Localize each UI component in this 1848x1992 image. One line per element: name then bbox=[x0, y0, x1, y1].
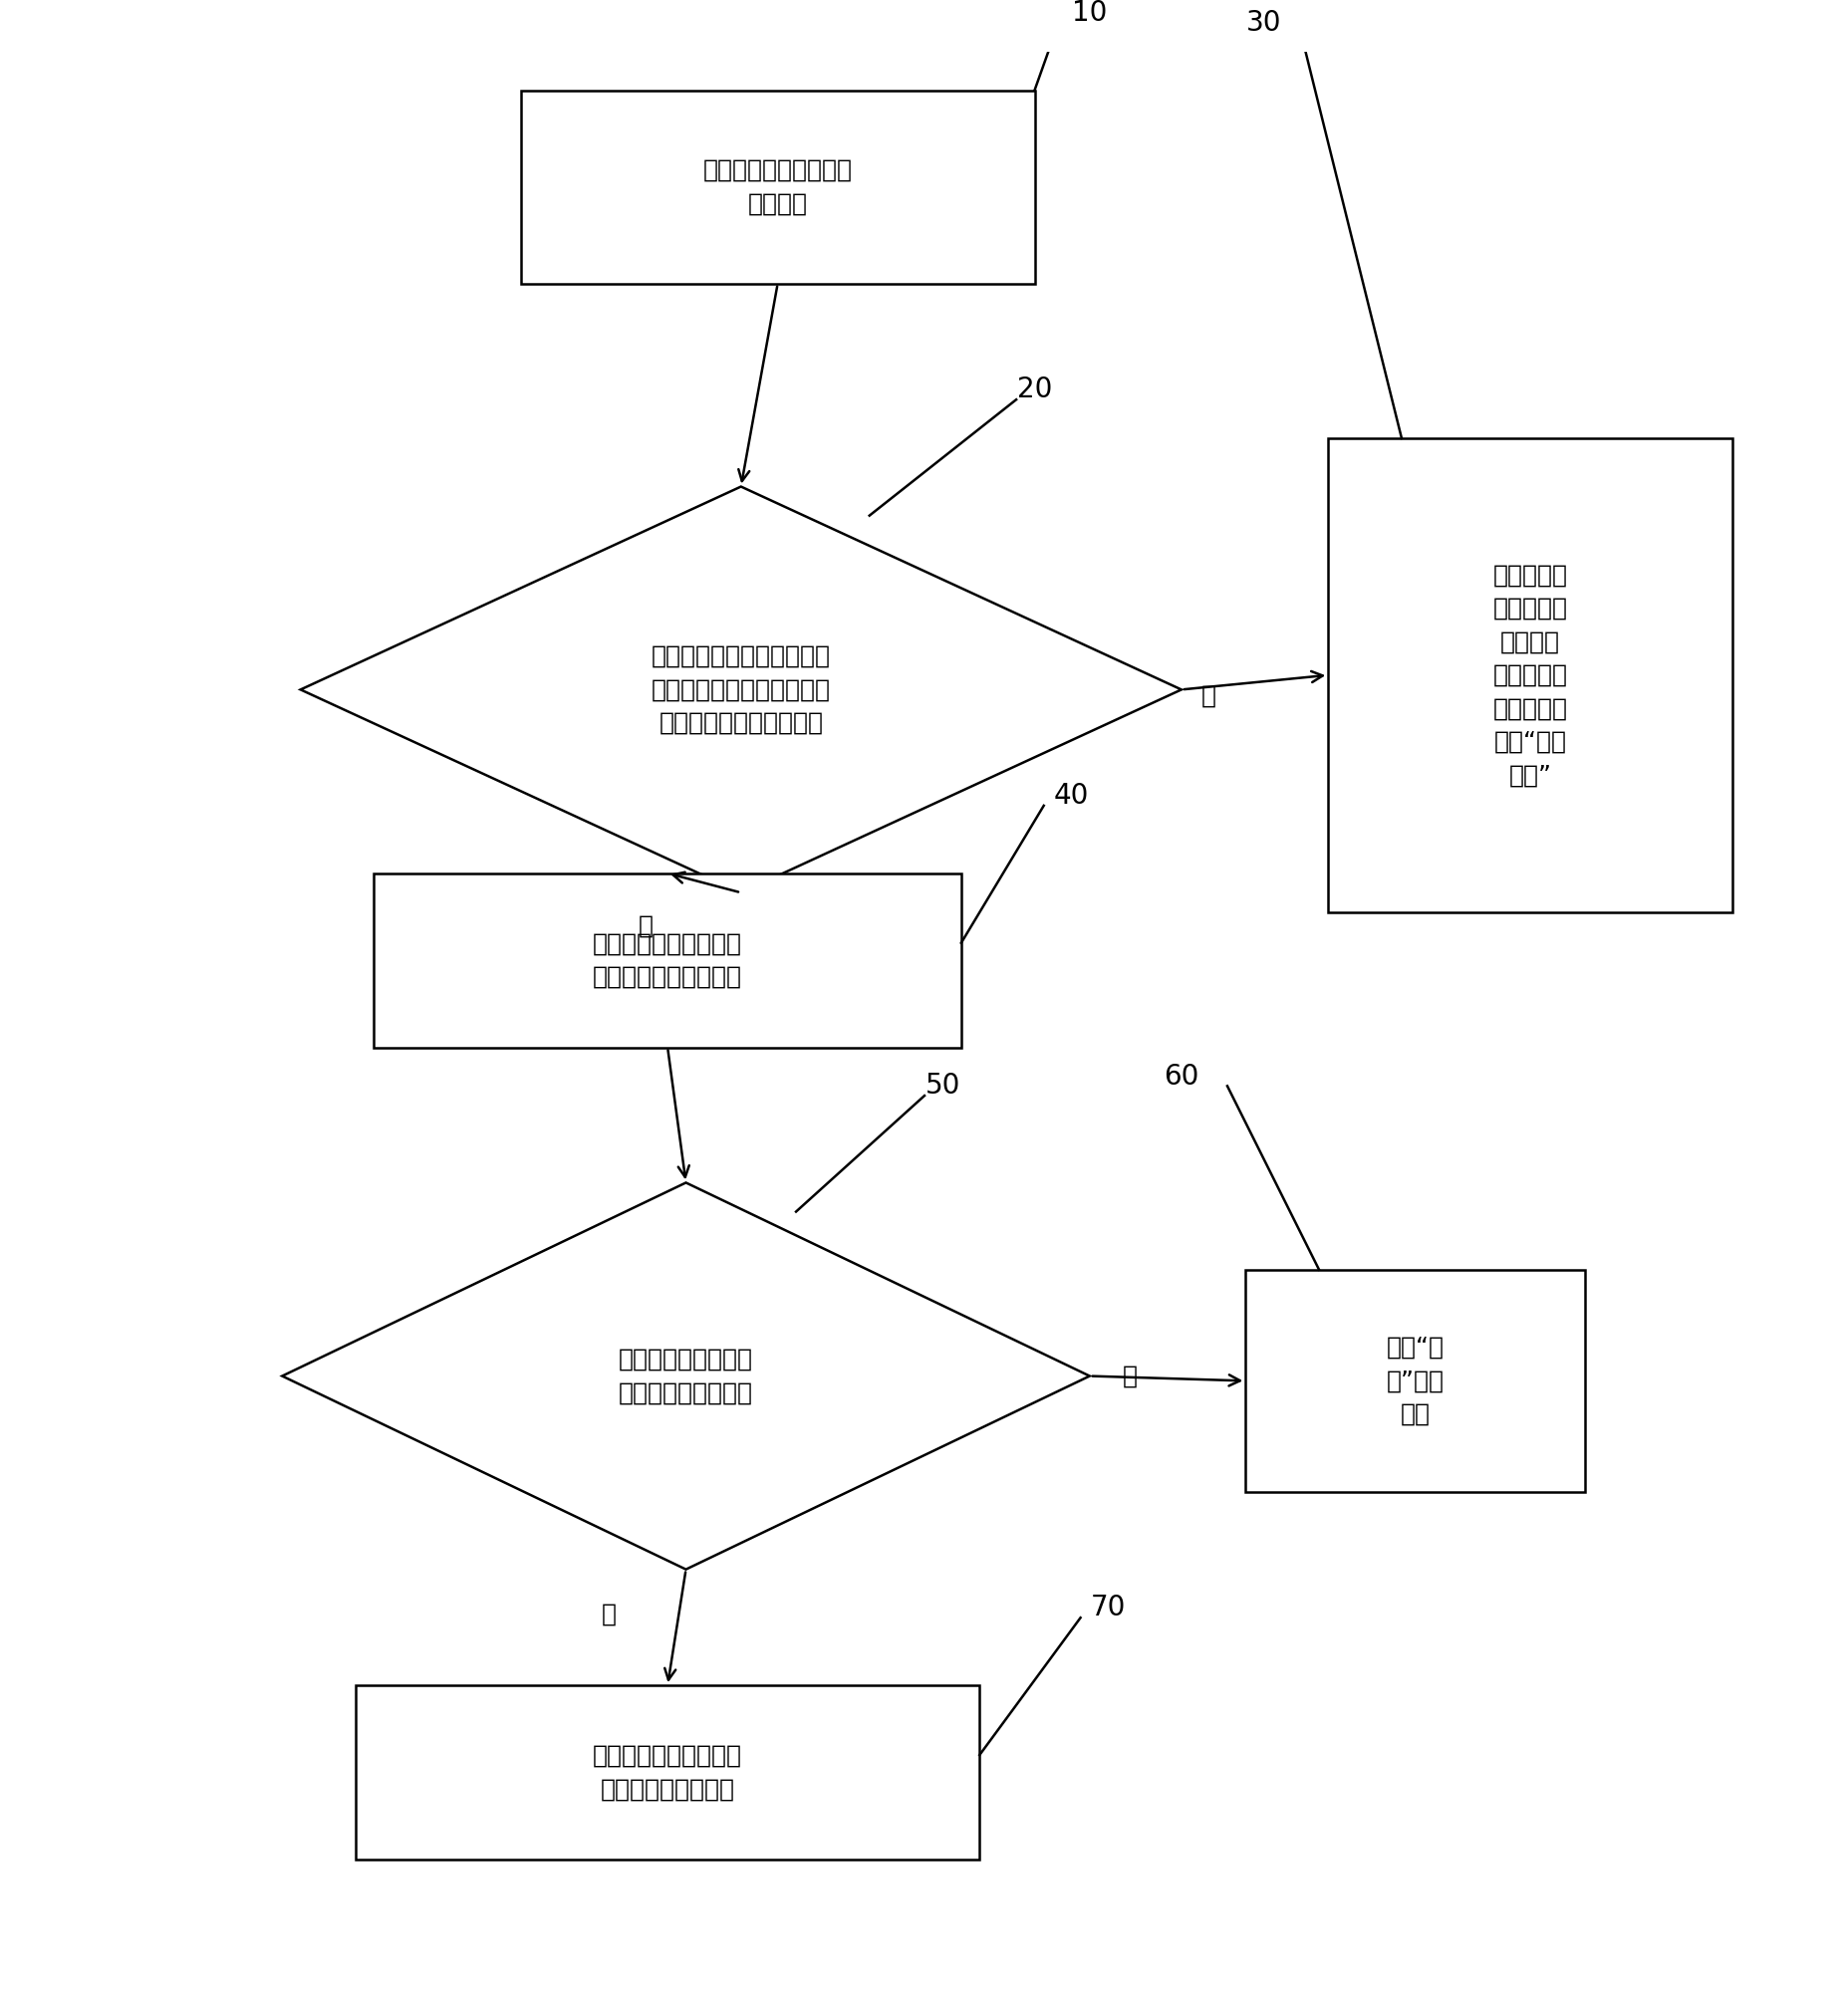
Text: 20: 20 bbox=[1016, 376, 1052, 404]
Text: 磁盘阵列系
统的信息完
整性被破
坏，将磁盘
阵列系统设
置为“只读
模式”: 磁盘阵列系 统的信息完 整性被破 坏，将磁盘 阵列系统设 置为“只读 模式” bbox=[1491, 564, 1567, 787]
Text: 是: 是 bbox=[601, 1602, 615, 1625]
Text: 定位故障数据块，判断发生
故障的数据块所在条带是否
已经存在其他故障数据块: 定位故障数据块，判断发生 故障的数据块所在条带是否 已经存在其他故障数据块 bbox=[650, 643, 830, 735]
Text: 对故障数据块进行数据
重构，恢复故障数据: 对故障数据块进行数据 重构，恢复故障数据 bbox=[593, 1743, 741, 1801]
FancyBboxPatch shape bbox=[1327, 438, 1732, 912]
FancyBboxPatch shape bbox=[521, 90, 1035, 283]
Text: 70: 70 bbox=[1090, 1594, 1125, 1621]
Text: 30: 30 bbox=[1246, 8, 1281, 36]
Text: 是: 是 bbox=[1201, 683, 1216, 707]
Text: 否: 否 bbox=[638, 914, 652, 938]
Text: 否: 否 bbox=[1122, 1365, 1137, 1388]
FancyBboxPatch shape bbox=[373, 872, 961, 1048]
FancyBboxPatch shape bbox=[355, 1685, 979, 1859]
Text: 判断磁盘阵列系统中
是否存在冗余数据盘: 判断磁盘阵列系统中 是否存在冗余数据盘 bbox=[619, 1347, 752, 1404]
Text: 40: 40 bbox=[1053, 783, 1088, 811]
Text: 50: 50 bbox=[924, 1072, 959, 1100]
Text: 10: 10 bbox=[1072, 0, 1107, 26]
Polygon shape bbox=[301, 486, 1181, 892]
Text: 将故障数据块的位置信
息记录到故障信息表中: 将故障数据块的位置信 息记录到故障信息表中 bbox=[593, 932, 741, 988]
FancyBboxPatch shape bbox=[1246, 1269, 1584, 1492]
Text: 进入“降
级”运行
模式: 进入“降 级”运行 模式 bbox=[1386, 1335, 1443, 1426]
Polygon shape bbox=[283, 1183, 1088, 1570]
Text: 磁盘阵列中的磁盘发生
读写故障: 磁盘阵列中的磁盘发生 读写故障 bbox=[702, 157, 852, 215]
Text: 60: 60 bbox=[1162, 1062, 1198, 1090]
